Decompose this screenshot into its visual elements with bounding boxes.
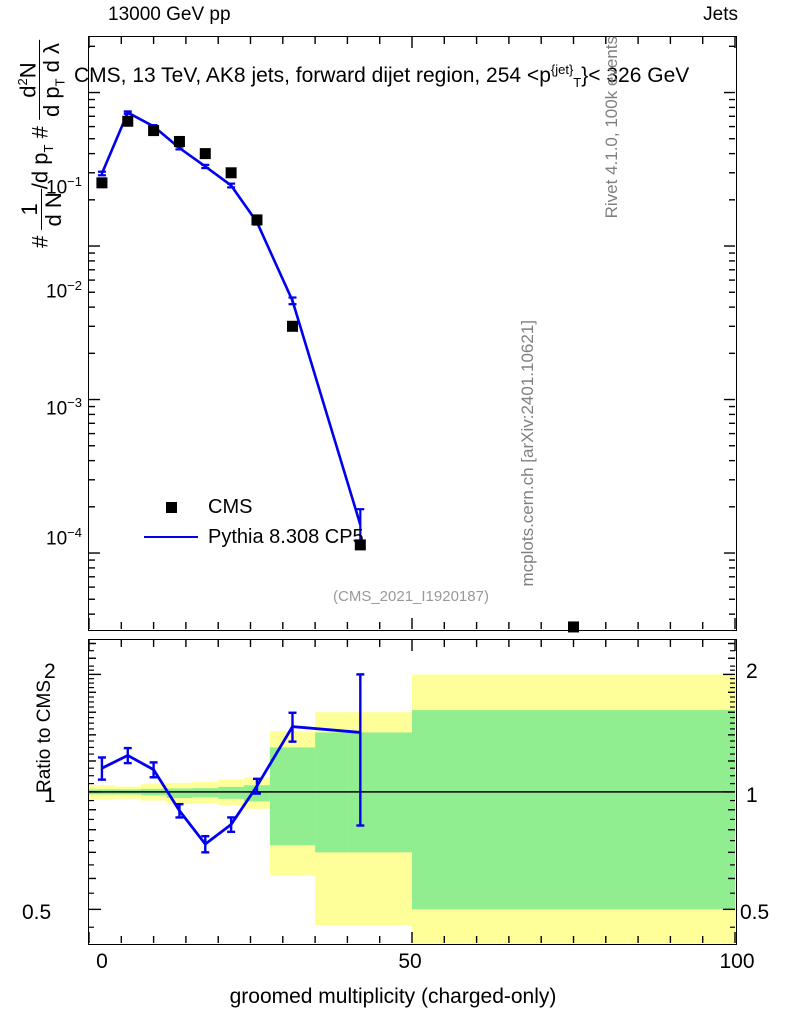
y-tick-label-1e-3: 10−3: [46, 395, 82, 420]
data-point-marker: [199, 148, 211, 160]
data-point-marker: [354, 539, 366, 551]
ratio-band-inner: [166, 788, 193, 798]
y-axis-hash-1: #: [27, 235, 53, 248]
data-point-marker: [173, 135, 185, 147]
legend-label-pythia: Pythia 8.308 CP5: [208, 525, 364, 548]
y-tick-label-1e-1: 10−1: [46, 174, 82, 199]
data-point-marker: [148, 125, 160, 137]
legend-line-icon: [138, 535, 204, 539]
y-axis-slash: /: [27, 183, 53, 190]
ratio-errorbar: [201, 834, 210, 854]
mc-errorbar: [97, 170, 106, 177]
ratio-errorbar: [175, 802, 184, 819]
y-axis-fraction-outer: 1 d N: [17, 189, 67, 230]
ratio-y-tick-label-1-left: 1: [44, 784, 56, 807]
ratio-band-inner: [218, 786, 245, 799]
ratio-band-inner: [269, 747, 316, 846]
x-tick-label-50: 50: [398, 950, 422, 973]
legend-entry-pythia[interactable]: Pythia 8.308 CP5: [138, 522, 364, 552]
credit-mcplots-source-text: mcplots.cern.ch [arXiv:2401.10621]: [517, 320, 537, 587]
data-point-marker: [225, 167, 237, 179]
ratio-errorbar: [288, 711, 297, 743]
legend-entry-cms[interactable]: CMS: [138, 492, 364, 522]
main-plot-panel: [88, 36, 737, 633]
ratio-band-inner: [412, 710, 735, 910]
data-point-marker: [122, 115, 134, 127]
mc-errorbar: [201, 163, 210, 170]
analysis-id-watermark: (CMS_2021_I1920187): [333, 588, 489, 605]
y-axis-dpt: d p: [27, 152, 53, 184]
mc-errorbar: [123, 110, 132, 115]
ratio-plot-canvas: [89, 640, 736, 943]
ratio-errorbar: [97, 756, 106, 781]
mc-errorbar: [288, 296, 297, 306]
ratio-errorbar: [227, 816, 236, 834]
ratio-errorbar: [123, 746, 132, 765]
data-point-marker: [96, 177, 108, 189]
x-tick-label-0: 0: [96, 950, 108, 973]
plot-title: CMS, 13 TeV, AK8 jets, forward dijet reg…: [74, 62, 689, 90]
legend-label-cms: CMS: [208, 495, 253, 518]
x-axis-title: groomed multiplicity (charged-only): [229, 985, 557, 1008]
legend: CMS Pythia 8.308 CP5: [138, 492, 364, 552]
ratio-plot-panel: [88, 639, 737, 945]
y-tick-label-1e-4: 10−4: [46, 525, 82, 550]
ratio-y-tick-label-2-left: 2: [44, 660, 56, 683]
y-axis-hash-2: #: [27, 126, 53, 139]
ratio-y-tick-label-2-right: 2: [746, 660, 758, 683]
ratio-y-tick-label-05-left: 0.5: [22, 901, 52, 924]
y-axis-title-ratio-text: Ratio to CMS: [34, 680, 55, 793]
main-plot-canvas: [88, 37, 736, 633]
x-tick-label-100: 100: [719, 950, 755, 973]
y-axis-num-1: 1: [17, 203, 43, 216]
plot-title-prefix: CMS, 13 TeV, AK8 jets, forward dijet reg…: [74, 64, 551, 87]
plot-title-sup: {jet}: [550, 62, 574, 77]
y-axis-fraction-inner: d2N d pT d λ: [15, 40, 68, 121]
header-category-label: Jets: [703, 4, 738, 25]
ratio-errorbar: [149, 761, 158, 779]
data-point-marker: [251, 214, 263, 226]
y-axis-num-2b: N: [15, 62, 41, 79]
credit-mcplots-source: mcplots.cern.ch [arXiv:2401.10621]: [518, 320, 784, 586]
y-axis-num-2: d: [15, 85, 41, 98]
credit-rivet-version-text: Rivet 4.1.0, 100k events: [601, 36, 621, 219]
y-axis-den-1: d N: [41, 192, 67, 227]
legend-marker-square-icon: [138, 501, 204, 513]
data-point-marker: [568, 621, 579, 633]
y-axis-den-2b: d λ: [39, 43, 65, 79]
ratio-y-tick-label-05-right: 0.5: [740, 901, 770, 924]
credit-rivet-version: Rivet 4.1.0, 100k events: [602, 36, 784, 218]
header-beam-label: 13000 GeV pp: [108, 4, 231, 25]
ratio-y-tick-label-1-right: 1: [746, 784, 758, 807]
ratio-errorbar: [252, 777, 261, 795]
mc-errorbar: [175, 145, 184, 151]
mc-errorbar: [227, 182, 236, 189]
y-tick-label-1e-2: 10−2: [46, 278, 82, 303]
plot-title-sub: T: [573, 75, 582, 91]
ratio-band-inner: [192, 788, 219, 798]
y-axis-den-2: d p: [39, 86, 65, 118]
data-point-marker: [286, 320, 298, 332]
plot-title-suffix: }< 326 GeV: [581, 64, 690, 87]
y-axis-dpt-sub: T: [40, 144, 56, 153]
ratio-errorbar: [356, 673, 365, 827]
y-axis-title-ratio: Ratio to CMS: [34, 680, 147, 793]
